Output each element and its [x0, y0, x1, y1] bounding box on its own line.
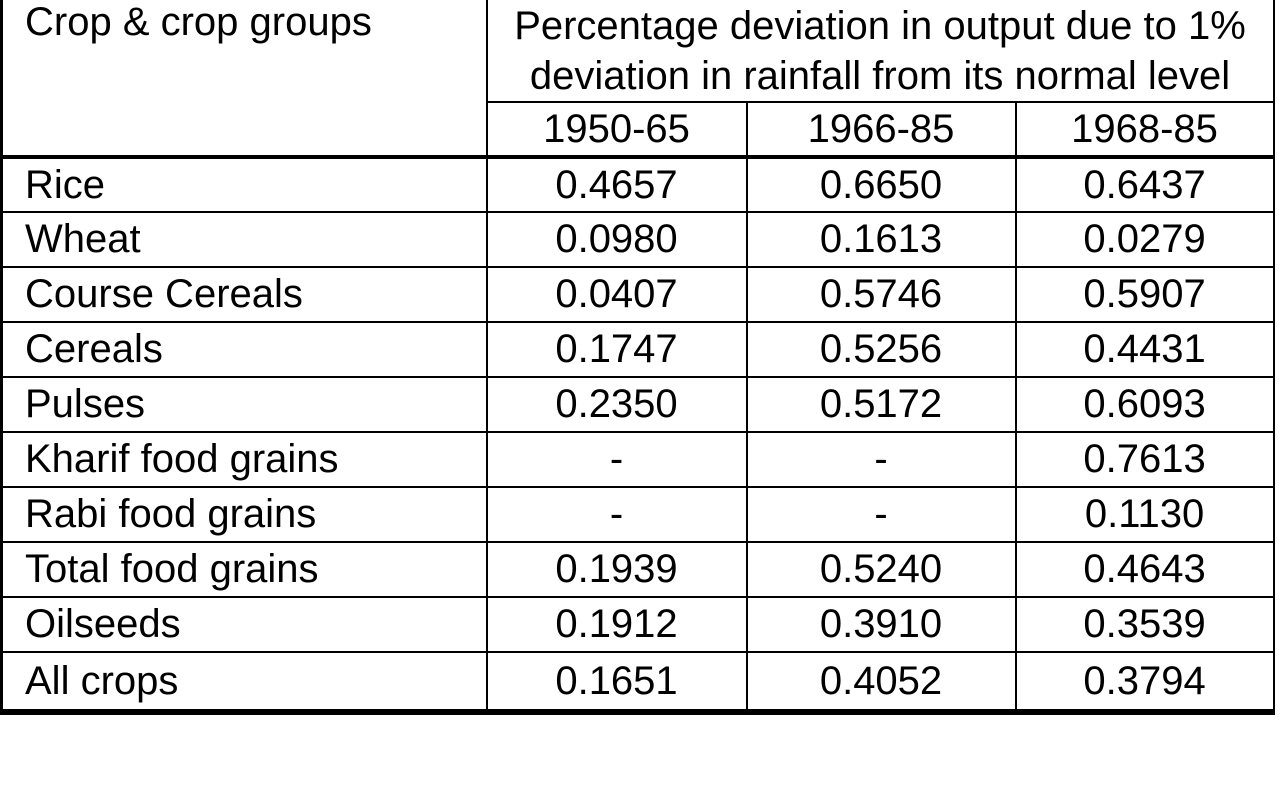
table-row-oilseeds: Oilseeds 0.1912 0.3910 0.3539	[0, 596, 1275, 653]
table-row-rice: Rice 0.4657 0.6650 0.6437	[0, 156, 1275, 213]
table-cell: 0.5172	[745, 376, 1017, 433]
row-label: Kharif food grains	[0, 431, 488, 488]
table-cell: 0.7613	[1014, 431, 1275, 488]
table-row-wheat: Wheat 0.0980 0.1613 0.0279	[0, 211, 1275, 268]
row-label: Cereals	[0, 321, 488, 378]
table-row-rabi-food-grains: Rabi food grains - - 0.1130	[0, 486, 1275, 543]
table-cell: 0.4643	[1014, 541, 1275, 598]
table-cell: 0.3539	[1014, 596, 1275, 653]
row-label: Pulses	[0, 376, 488, 433]
row-label: Wheat	[0, 211, 488, 268]
table-body: Rice 0.4657 0.6650 0.6437 Wheat 0.0980 0…	[0, 156, 1275, 713]
table-cell: 0.6437	[1014, 156, 1275, 213]
rainfall-deviation-table: Crop & crop groups Percentage deviation …	[0, 0, 1275, 715]
column-header-1966-85: 1966-85	[745, 101, 1017, 159]
table-cell: 0.5746	[745, 266, 1017, 323]
row-label: Oilseeds	[0, 596, 488, 653]
table-row-pulses: Pulses 0.2350 0.5172 0.6093	[0, 376, 1275, 433]
table-cell: 0.0980	[485, 211, 748, 268]
table-cell: 0.2350	[485, 376, 748, 433]
table-cell: 0.1651	[485, 651, 748, 713]
corner-header-crop-groups: Crop & crop groups	[0, 0, 488, 159]
row-label: Course Cereals	[0, 266, 488, 323]
table-cell: 0.3794	[1014, 651, 1275, 713]
table-cell: 0.4657	[485, 156, 748, 213]
table-cell: 0.5256	[745, 321, 1017, 378]
table-header: Crop & crop groups Percentage deviation …	[0, 0, 1275, 159]
column-header-1950-65: 1950-65	[485, 101, 748, 159]
column-header-1968-85: 1968-85	[1014, 101, 1275, 159]
table-cell: -	[485, 486, 748, 543]
table-cell: 0.0407	[485, 266, 748, 323]
table-cell: 0.6093	[1014, 376, 1275, 433]
row-label: Total food grains	[0, 541, 488, 598]
table-cell: 0.6650	[745, 156, 1017, 213]
table-cell: 0.1747	[485, 321, 748, 378]
table-cell: 0.1130	[1014, 486, 1275, 543]
table-row-all-crops: All crops 0.1651 0.4052 0.3794	[0, 651, 1275, 713]
table-cell: 0.0279	[1014, 211, 1275, 268]
table-cell: -	[745, 431, 1017, 488]
table-cell: 0.5240	[745, 541, 1017, 598]
table-cell: -	[745, 486, 1017, 543]
table-cell: 0.3910	[745, 596, 1017, 653]
table-row-total-food-grains: Total food grains 0.1939 0.5240 0.4643	[0, 541, 1275, 598]
table-row-kharif-food-grains: Kharif food grains - - 0.7613	[0, 431, 1275, 488]
table-cell: 0.1912	[485, 596, 748, 653]
table-row-cereals: Cereals 0.1747 0.5256 0.4431	[0, 321, 1275, 378]
table-cell: 0.4431	[1014, 321, 1275, 378]
table-cell: 0.1613	[745, 211, 1017, 268]
table-cell: 0.5907	[1014, 266, 1275, 323]
table-cell: -	[485, 431, 748, 488]
row-label: All crops	[0, 651, 488, 713]
row-label: Rice	[0, 156, 488, 213]
main-header-percentage-deviation: Percentage deviation in output due to 1%…	[485, 0, 1275, 103]
row-label: Rabi food grains	[0, 486, 488, 543]
table-cell: 0.4052	[745, 651, 1017, 713]
table-row-course-cereals: Course Cereals 0.0407 0.5746 0.5907	[0, 266, 1275, 323]
table-cell: 0.1939	[485, 541, 748, 598]
